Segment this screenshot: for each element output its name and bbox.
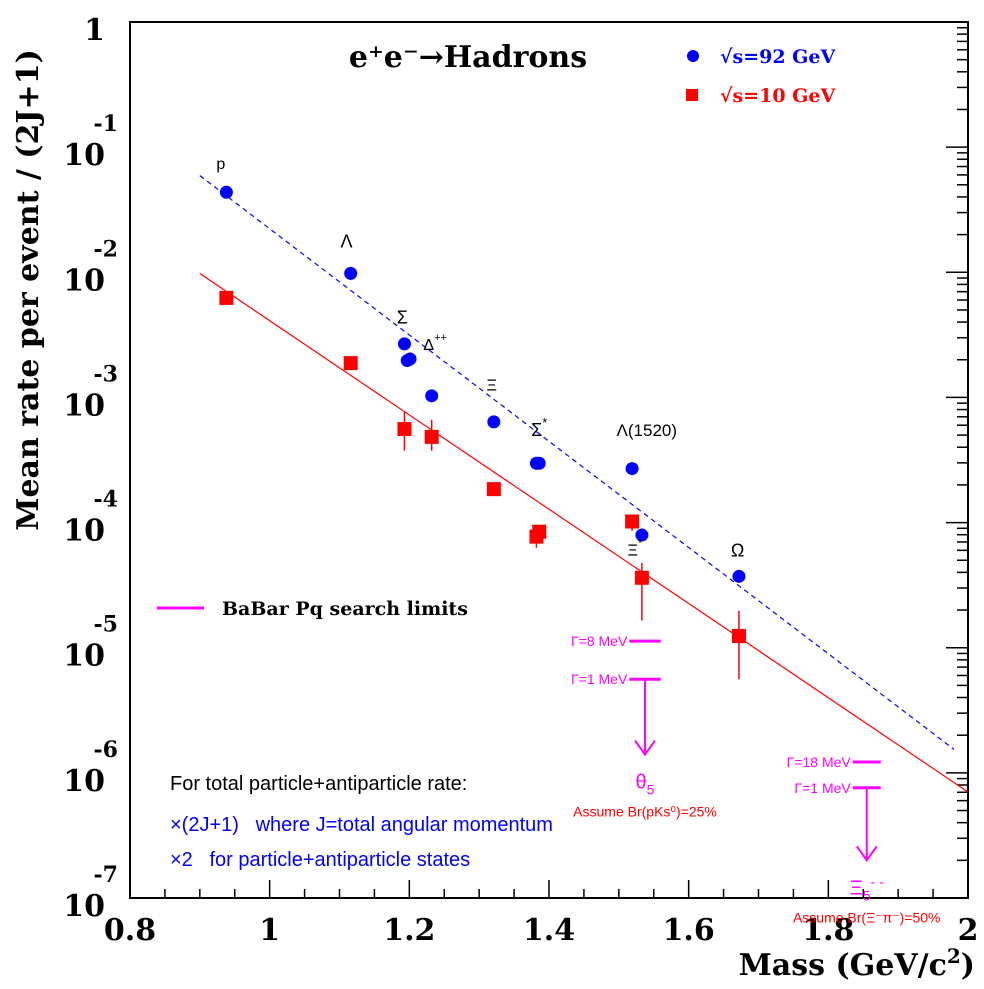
fit-line	[199, 273, 969, 793]
assumption-label: Assume Br(pKs⁰)=25%	[573, 804, 717, 820]
data-point-92gev	[403, 352, 417, 366]
legend-marker-92gev	[687, 50, 699, 62]
search-limits-legend: BaBar Pq search limits	[157, 598, 468, 620]
particle-label: Ω	[731, 541, 744, 561]
data-point-10gev	[486, 482, 501, 497]
particle-label: Σ	[397, 307, 408, 327]
data-point-92gev	[635, 528, 649, 542]
y-tick-label: 10	[63, 639, 105, 674]
data-point-92gev	[425, 389, 439, 403]
x-tick-label: 1.2	[383, 913, 435, 948]
y-tick-exponent: -1	[94, 111, 118, 137]
particle-label: Σ*	[531, 415, 547, 440]
data-point-10gev	[343, 356, 358, 371]
y-tick-label: 10	[63, 764, 105, 799]
y-tick-exponent: -6	[94, 737, 118, 763]
legend: √s=92 GeV √s=10 GeV	[686, 46, 836, 107]
y-axis-label: Mean rate per event / (2J+1)	[11, 49, 46, 531]
y-tick-label: 10	[63, 138, 105, 173]
data-point-92gev	[487, 415, 501, 429]
legend-label-92gev: √s=92 GeV	[720, 46, 836, 68]
y-tick-exponent: -7	[94, 862, 118, 888]
data-point-92gev	[219, 185, 233, 199]
x-tick-label: 1.8	[802, 913, 854, 948]
particle-label: Λ	[340, 231, 352, 251]
data-point-92gev	[625, 462, 639, 476]
limit-arrow-head	[634, 739, 656, 757]
assumption-label: Assume Br(Ξ⁻π⁻)=50%	[793, 909, 941, 925]
limit-label: Γ=1 MeV	[571, 671, 628, 687]
x-tick-label: 1	[259, 913, 280, 948]
search-limits-legend-label: BaBar Pq search limits	[222, 598, 468, 620]
y-tick-exponent: -4	[94, 487, 118, 513]
limit-arrow-head	[855, 845, 878, 863]
particle-label: Δ++	[423, 332, 447, 354]
chart-title: e⁺e⁻→Hadrons	[349, 40, 587, 75]
data-point-10gev	[634, 570, 649, 585]
legend-marker-10gev	[686, 89, 698, 101]
data-point-92gev	[397, 337, 411, 351]
y-tick-exponent: -3	[94, 361, 118, 387]
x-tick-label: 0.8	[104, 913, 156, 948]
pentaquark-state-label: θ5	[636, 772, 655, 798]
data-point-10gev	[625, 514, 640, 529]
limit-label: Γ=1 MeV	[794, 780, 851, 796]
x-tick-label: 1.4	[523, 913, 575, 948]
x-tick-label: 2	[958, 913, 979, 948]
note-line-3: ×2 for particle+antiparticle states	[170, 849, 470, 871]
data-point-92gev	[732, 569, 746, 583]
y-tick-exponent: -5	[94, 612, 118, 638]
particle-label: Ξ	[487, 377, 497, 394]
data-point-10gev	[219, 290, 234, 305]
data-point-10gev	[424, 429, 439, 444]
note-line-2: ×(2J+1) where J=total angular momentum	[170, 814, 553, 836]
notes: For total particle+antiparticle rate: ×(…	[170, 773, 553, 871]
pentaquark-state-label: Ξ5- -	[850, 873, 884, 903]
y-tick-exponent: -2	[94, 236, 118, 262]
y-tick-label: 10	[63, 388, 105, 423]
data-point-10gev	[397, 422, 412, 437]
legend-label-10gev: √s=10 GeV	[720, 85, 836, 107]
y-tick-label: 1	[84, 13, 105, 48]
x-tick-label: 1.6	[663, 913, 715, 948]
limit-label: Γ=18 MeV	[787, 754, 852, 770]
data-point-92gev	[532, 456, 546, 470]
particle-label: Λ(1520)	[617, 421, 678, 440]
y-tick-label: 10	[63, 514, 105, 549]
data-point-10gev	[731, 629, 746, 644]
particle-label: Ξ*	[628, 538, 643, 560]
data-point-10gev	[532, 524, 547, 539]
data-point-92gev	[344, 266, 358, 280]
limit-label: Γ=8 MeV	[571, 633, 628, 649]
fit-line	[199, 175, 955, 750]
particle-label: p	[216, 156, 225, 173]
y-tick-label: 10	[63, 263, 105, 298]
y-tick-label: 10	[63, 889, 105, 924]
note-line-1: For total particle+antiparticle rate:	[170, 773, 467, 795]
x-axis-label: Mass (GeV/c2)	[739, 944, 975, 983]
